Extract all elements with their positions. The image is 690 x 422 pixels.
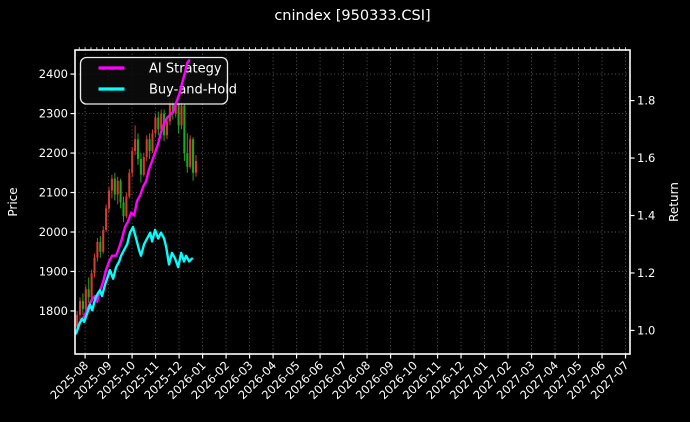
return-tick-label: 1.0 — [637, 323, 655, 337]
legend: AI Strategy Buy-and-Hold — [79, 56, 237, 105]
candle-body — [93, 257, 96, 274]
candle-body — [125, 196, 128, 217]
candle-body — [168, 101, 171, 122]
candle-body — [160, 113, 163, 130]
price-tick-label: 2400 — [39, 67, 68, 81]
candle-body — [171, 101, 174, 114]
candle-body — [134, 139, 137, 152]
candle-body — [128, 172, 131, 197]
candle-body — [78, 301, 82, 315]
candle-body — [194, 160, 198, 173]
price-tick-label: 1800 — [39, 304, 68, 318]
candle-body — [90, 273, 93, 298]
candle-body — [177, 99, 180, 126]
candle-body — [189, 139, 192, 167]
candle-body — [192, 139, 195, 173]
axes-frame — [70, 47, 635, 359]
candle-body — [107, 190, 111, 209]
candle-body — [76, 314, 79, 327]
candle-body — [119, 180, 122, 203]
series-line-buy-and-hold — [74, 225, 194, 335]
return-tick-label: 1.2 — [637, 266, 655, 280]
candle-body — [96, 241, 99, 258]
candle-body — [148, 139, 151, 152]
candlestick-series — [76, 95, 198, 331]
series-line-ai-strategy — [74, 59, 191, 335]
candle-body — [113, 178, 116, 195]
return-tick-label: 1.6 — [637, 151, 655, 165]
candle-body — [186, 153, 189, 167]
candle-body — [84, 289, 87, 309]
candle-body — [139, 158, 142, 175]
chart-title: cnindex [950333.CSI] — [274, 8, 431, 24]
candle-body — [81, 301, 84, 309]
candle-body — [183, 105, 186, 154]
candle-body — [116, 180, 119, 195]
price-tick-label: 2200 — [39, 146, 68, 160]
price-tick-label: 2000 — [39, 225, 68, 239]
candle-body — [145, 139, 148, 157]
price-tick-label: 2100 — [39, 186, 68, 200]
candle-body — [165, 121, 169, 136]
candle-body — [99, 241, 102, 252]
candle-body — [142, 156, 145, 175]
candle-body — [154, 117, 157, 134]
line-series — [74, 59, 194, 335]
plot-border — [74, 49, 631, 355]
candle-body — [102, 230, 105, 252]
candle-body — [131, 151, 134, 173]
candle-body — [136, 139, 140, 159]
candle-body — [157, 117, 160, 130]
candle-body — [122, 202, 125, 217]
return-tick-label: 1.4 — [637, 209, 655, 223]
return-tick-label: 1.8 — [637, 94, 655, 108]
candle-body — [105, 208, 108, 231]
price-tick-label: 2300 — [39, 107, 68, 121]
candle-body — [87, 289, 90, 298]
legend-label-buy-and-hold: Buy-and-Hold — [149, 83, 237, 98]
candle-body — [151, 133, 154, 152]
candle-body — [110, 178, 113, 191]
candle-body — [180, 105, 183, 126]
price-tick-label: 1900 — [39, 264, 68, 278]
tick-labels: 1800 1900 2000 2100 2200 2300 2400 1.0 1.2 1.4 1.6… — [39, 67, 656, 402]
